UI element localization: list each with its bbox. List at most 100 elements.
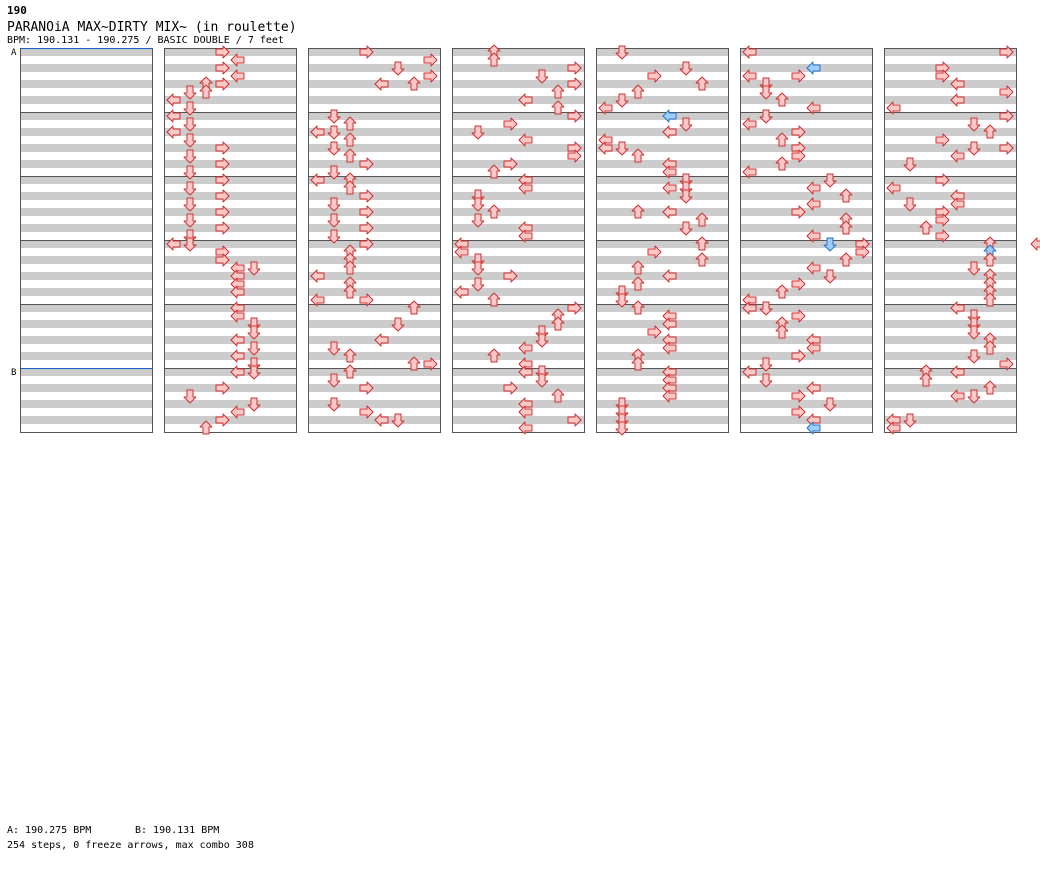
beat-stripe bbox=[452, 416, 584, 424]
beat-stripe bbox=[596, 384, 728, 392]
beat-stripe bbox=[20, 80, 152, 88]
step-arrow bbox=[950, 77, 965, 91]
beat-stripe bbox=[308, 48, 440, 56]
step-arrow bbox=[695, 252, 709, 267]
step-arrow bbox=[215, 61, 230, 75]
step-arrow bbox=[359, 45, 374, 59]
beat-stripe bbox=[452, 160, 584, 168]
step-arrow bbox=[247, 397, 261, 412]
step-arrow bbox=[806, 381, 821, 395]
chart-column bbox=[884, 48, 1017, 433]
beat-stripe bbox=[452, 256, 584, 264]
beat-stripe bbox=[884, 416, 1016, 424]
beat-stripe bbox=[596, 320, 728, 328]
step-arrow bbox=[919, 220, 933, 235]
beat-stripe bbox=[308, 352, 440, 360]
beat-stripe bbox=[884, 368, 1016, 376]
beat-stripe bbox=[20, 176, 152, 184]
beat-stripe bbox=[740, 144, 872, 152]
beat-stripe bbox=[20, 192, 152, 200]
step-arrow bbox=[215, 157, 230, 171]
beat-stripe bbox=[308, 224, 440, 232]
beat-stripe bbox=[740, 128, 872, 136]
column-border bbox=[164, 48, 297, 433]
step-arrow bbox=[407, 300, 421, 315]
beat-stripe bbox=[452, 240, 584, 248]
step-arrow bbox=[166, 93, 181, 107]
beat-stripe bbox=[452, 272, 584, 280]
step-arrow bbox=[391, 413, 405, 428]
beat-stripe bbox=[20, 48, 152, 56]
beat-stripe bbox=[740, 176, 872, 184]
step-arrow bbox=[166, 237, 181, 251]
step-arrow bbox=[567, 301, 582, 315]
beat-stripe bbox=[884, 144, 1016, 152]
beat-stripe bbox=[20, 352, 152, 360]
beat-stripe bbox=[596, 400, 728, 408]
step-arrow bbox=[166, 109, 181, 123]
beat-stripe bbox=[740, 416, 872, 424]
beat-stripe bbox=[452, 288, 584, 296]
beat-stripe bbox=[596, 48, 728, 56]
beat-stripe bbox=[884, 224, 1016, 232]
beat-stripe bbox=[596, 288, 728, 296]
beat-stripe bbox=[20, 368, 152, 376]
highlighted-step-arrow bbox=[662, 109, 677, 123]
beat-stripe bbox=[164, 304, 296, 312]
step-arrow bbox=[983, 380, 997, 395]
highlighted-step-arrow bbox=[823, 237, 837, 252]
step-arrow bbox=[359, 237, 374, 251]
beat-stripe bbox=[884, 304, 1016, 312]
step-arrow bbox=[950, 301, 965, 315]
beat-stripe bbox=[596, 224, 728, 232]
beat-stripe bbox=[452, 96, 584, 104]
step-arrow bbox=[487, 204, 501, 219]
beat-stripe bbox=[164, 272, 296, 280]
step-arrow bbox=[823, 173, 837, 188]
step-arrow bbox=[662, 125, 677, 139]
step-arrow bbox=[166, 125, 181, 139]
step-arrow bbox=[999, 141, 1014, 155]
beat-stripe bbox=[740, 160, 872, 168]
beat-stripe bbox=[452, 224, 584, 232]
beat-stripe bbox=[596, 240, 728, 248]
beat-stripe bbox=[452, 80, 584, 88]
column-border bbox=[596, 48, 729, 433]
bpm-legend-b: B: 190.131 BPM bbox=[135, 825, 220, 836]
beat-stripe bbox=[164, 400, 296, 408]
beat-stripe bbox=[20, 384, 152, 392]
beat-stripe bbox=[20, 128, 152, 136]
step-arrow bbox=[839, 188, 853, 203]
beat-stripe bbox=[308, 112, 440, 120]
step-arrow bbox=[1030, 237, 1040, 251]
beat-stripe bbox=[884, 48, 1016, 56]
step-arrow bbox=[615, 45, 629, 60]
beat-stripe bbox=[884, 96, 1016, 104]
beat-stripe bbox=[164, 128, 296, 136]
step-arrow bbox=[343, 284, 357, 299]
difficulty-level: 190 bbox=[7, 4, 27, 17]
beat-stripe bbox=[308, 144, 440, 152]
beat-stripe bbox=[308, 368, 440, 376]
step-arrow bbox=[839, 252, 853, 267]
beat-stripe bbox=[308, 384, 440, 392]
highlighted-step-arrow bbox=[806, 61, 821, 75]
beat-stripe bbox=[740, 64, 872, 72]
step-arrow bbox=[662, 269, 677, 283]
step-arrow bbox=[215, 253, 230, 267]
beat-stripe bbox=[740, 368, 872, 376]
beat-stripe bbox=[164, 160, 296, 168]
step-arrow bbox=[215, 173, 230, 187]
beat-stripe bbox=[740, 112, 872, 120]
beat-stripe bbox=[596, 416, 728, 424]
step-arrow bbox=[567, 61, 582, 75]
column-border bbox=[740, 48, 873, 433]
beat-stripe bbox=[20, 96, 152, 104]
beat-stripe bbox=[308, 416, 440, 424]
beat-stripe bbox=[740, 336, 872, 344]
beat-stripe bbox=[20, 320, 152, 328]
step-arrow bbox=[759, 301, 773, 316]
beat-stripe bbox=[452, 320, 584, 328]
beat-stripe bbox=[596, 112, 728, 120]
beat-stripe bbox=[20, 144, 152, 152]
